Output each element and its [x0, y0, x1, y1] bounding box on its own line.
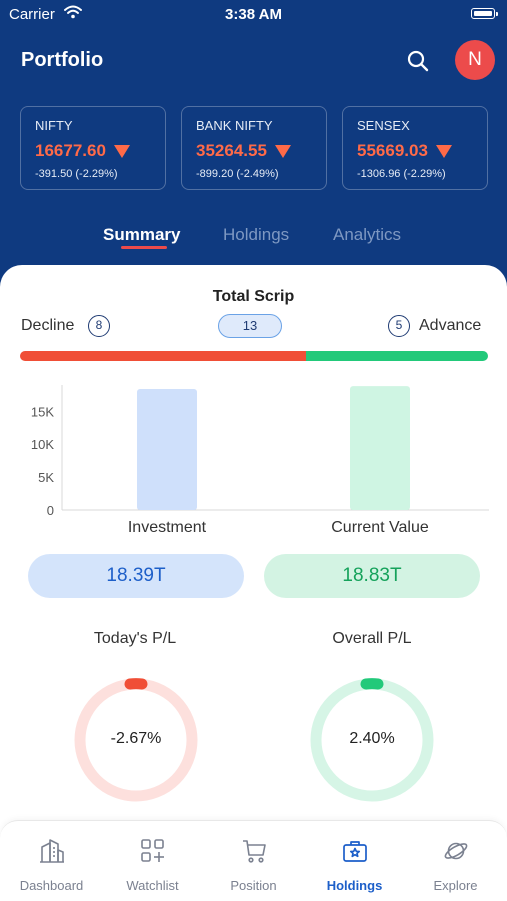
overall-pl-value: 2.40%: [349, 730, 395, 747]
clock: 3:38 AM: [225, 6, 282, 23]
nav-explore[interactable]: Explore: [405, 821, 506, 901]
total-scrip-count: 13: [218, 314, 282, 338]
chart-y-tick-label: 15K: [31, 404, 54, 419]
nav-label: Holdings: [326, 878, 383, 893]
index-change: -1306.96 (-2.29%): [357, 168, 446, 180]
nav-watchlist[interactable]: Watchlist: [102, 821, 203, 901]
index-card-sensex[interactable]: SENSEX 55669.03 -1306.96 (-2.29%): [342, 106, 488, 190]
index-value: 35264.55: [196, 141, 326, 161]
nav-label: Position: [230, 878, 277, 893]
index-name: BANK NIFTY: [196, 118, 273, 133]
chart-bar-current-value: [350, 386, 410, 510]
chart-bar-investment: [137, 389, 197, 510]
total-scrip-title: Total Scrip: [212, 288, 295, 305]
investment-chart: 0 5K 10K 15K: [31, 385, 489, 518]
investment-label: Investment: [127, 519, 207, 536]
building-icon: [40, 839, 64, 863]
down-arrow-icon: [435, 144, 452, 158]
active-tab-indicator: [121, 246, 167, 249]
nav-label: Watchlist: [126, 878, 179, 893]
planet-icon: [444, 842, 468, 860]
advance-count: 5: [388, 315, 410, 337]
tab-bar: Summary Holdings Analytics: [0, 225, 507, 255]
today-pl-title: Today's P/L: [93, 630, 177, 647]
index-card-banknifty[interactable]: BANK NIFTY 35264.55 -899.20 (-2.49%): [181, 106, 327, 190]
investment-value: 18.39T: [28, 554, 244, 598]
index-change: -391.50 (-2.29%): [35, 168, 118, 180]
tab-analytics[interactable]: Analytics: [333, 225, 402, 244]
index-name: SENSEX: [357, 118, 410, 133]
briefcase-star-icon: [343, 841, 367, 862]
page-title: Portfolio: [21, 49, 104, 71]
advance-label: Advance: [419, 317, 482, 334]
nav-holdings[interactable]: Holdings: [304, 821, 405, 901]
index-card-nifty[interactable]: NIFTY 16677.60 -391.50 (-2.29%): [20, 106, 166, 190]
search-icon[interactable]: [406, 49, 430, 73]
tab-holdings[interactable]: Holdings: [223, 225, 290, 244]
down-arrow-icon: [274, 144, 291, 158]
avatar[interactable]: N: [455, 40, 495, 80]
grid-plus-icon: [141, 839, 164, 862]
nav-label: Explore: [433, 878, 478, 893]
nav-dashboard[interactable]: Dashboard: [1, 821, 102, 901]
bottom-nav: Dashboard Watchlist Position Holdings Ex…: [0, 820, 507, 901]
battery-icon: [471, 8, 498, 19]
decline-label: Decline: [21, 317, 75, 334]
index-name: NIFTY: [35, 118, 73, 133]
today-pl-ring: [74, 678, 198, 802]
overall-pl-ring: [310, 678, 434, 802]
cart-icon: [243, 840, 266, 863]
header-area: Carrier 3:38 AM Portfolio N NIFTY 16677.…: [0, 0, 507, 300]
nav-label: Dashboard: [19, 878, 84, 893]
chart-y-tick-label: 10K: [31, 437, 54, 452]
index-change: -899.20 (-2.49%): [196, 168, 279, 180]
decline-ratio-bar: [20, 351, 310, 361]
chart-y-tick-label: 5K: [38, 470, 54, 485]
current-value: 18.83T: [264, 554, 480, 598]
decline-count: 8: [88, 315, 110, 337]
wifi-icon: [64, 5, 82, 19]
index-value: 16677.60: [35, 141, 165, 161]
chart-y-tick-label: 0: [47, 503, 54, 518]
nav-position[interactable]: Position: [203, 821, 304, 901]
overall-pl-title: Overall P/L: [332, 630, 412, 647]
advance-ratio-bar: [306, 351, 488, 361]
tab-summary[interactable]: Summary: [103, 225, 181, 244]
index-value: 55669.03: [357, 141, 487, 161]
down-arrow-icon: [113, 144, 130, 158]
status-bar: Carrier 3:38 AM: [0, 0, 507, 30]
current-value-label: Current Value: [331, 519, 429, 536]
today-pl-value: -2.67%: [110, 730, 162, 747]
carrier-label: Carrier: [9, 6, 55, 23]
